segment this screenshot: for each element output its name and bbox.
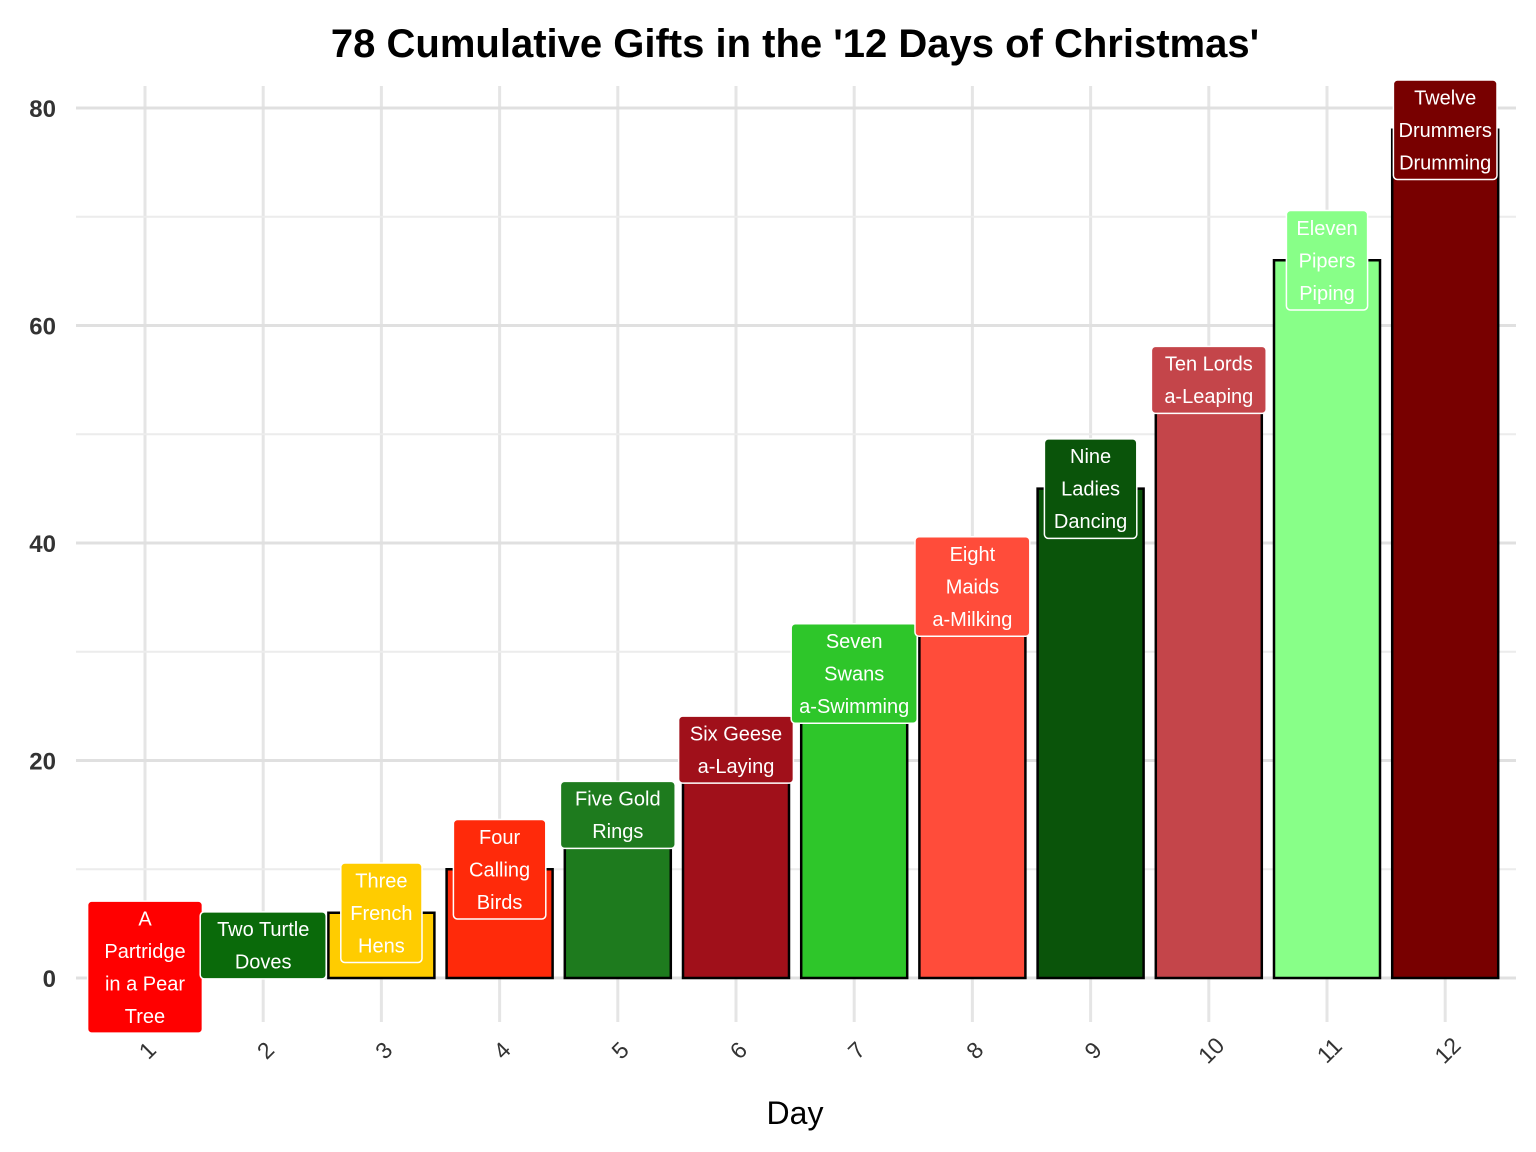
bar-label: Five Gold Rings: [559, 780, 676, 850]
y-tick-label: 60: [29, 314, 56, 341]
x-tick-label: 6: [725, 1037, 752, 1064]
bar-label-text: Drumming: [1399, 152, 1491, 174]
bar-label-text: Piping: [1299, 283, 1355, 305]
x-tick-label: 4: [488, 1036, 516, 1064]
bar-label-text: Doves: [235, 952, 292, 974]
bar-label-text: Ladies: [1061, 479, 1120, 501]
bar-label: Twelve Drummers Drumming: [1392, 79, 1498, 181]
bar-label-text: Nine: [1070, 446, 1111, 468]
bar-label-text: Dancing: [1054, 511, 1127, 533]
bar: [1272, 259, 1382, 980]
bar-label-text: Maids: [946, 577, 999, 599]
bar-label-text: A: [138, 908, 152, 930]
bar-label-text: French: [350, 903, 412, 925]
bar: [681, 748, 791, 980]
bar-label-text: Six Geese: [690, 723, 782, 745]
bar: [918, 585, 1027, 980]
y-axis: 0 20 40 60 80: [29, 96, 56, 993]
bar-label-box: [1043, 438, 1138, 540]
bar-label: Six Geese a-Laying: [677, 715, 795, 784]
x-axis: 1 2 3 4 5 6 7 8 9 10 11 12: [134, 1032, 1466, 1068]
bar-label-text: Partridge: [104, 941, 185, 963]
bar-label-text: a-Milking: [932, 609, 1012, 631]
bar-label: Ten Lords a-Leaping: [1150, 345, 1267, 415]
x-tick-label: 3: [370, 1037, 397, 1064]
bar-label-text: Five Gold: [575, 789, 661, 811]
bar-label-text: Pipers: [1299, 250, 1356, 272]
bar-label-text: Seven: [826, 631, 883, 653]
bar-label: Eleven Pipers Piping: [1285, 209, 1369, 311]
bar-label-text: Swans: [824, 664, 884, 686]
bar-label-text: Rings: [592, 821, 643, 843]
bar-label-box: [1392, 79, 1498, 181]
x-tick-label: 7: [843, 1037, 870, 1064]
bar-label-box: [199, 911, 327, 980]
bar-label: Nine Ladies Dancing: [1043, 438, 1138, 540]
bar-label-text: Hens: [358, 935, 405, 957]
bar-label-box: [1285, 209, 1369, 311]
x-tick-label: 9: [1079, 1037, 1106, 1064]
bar-label: Two Turtle Doves: [199, 911, 327, 980]
x-tick-label: 12: [1429, 1032, 1465, 1068]
bar-label-box: [452, 818, 547, 920]
bar-label-box: [559, 780, 676, 850]
bar-labels: A Partridge in a Pear Tree Two Turtle Doves Th…: [86, 79, 1498, 1034]
bar-label-text: Three: [355, 870, 407, 892]
y-tick-label: 80: [29, 96, 56, 123]
x-tick-label: 1: [134, 1037, 161, 1064]
bar: [1390, 128, 1500, 980]
bar-label-text: Calling: [469, 859, 530, 881]
bar-label-text: Two Turtle: [217, 919, 309, 941]
bar-label-box: [914, 536, 1031, 637]
bar-label-text: in a Pear: [105, 973, 185, 995]
x-tick-label: 5: [606, 1037, 633, 1064]
bar-label-text: Four: [479, 827, 520, 849]
bar-label: Seven Swans a-Swimming: [790, 623, 918, 724]
bar-label-text: a-Laying: [698, 756, 775, 778]
bar-label-text: Birds: [477, 892, 523, 914]
bar: [799, 672, 909, 980]
bar-label-text: Ten Lords: [1165, 354, 1253, 376]
bar: [1154, 378, 1264, 980]
bar-label-text: Tree: [125, 1006, 165, 1028]
bar-label-box: [340, 862, 423, 964]
bar-label-text: Twelve: [1414, 87, 1476, 109]
x-tick-label: 11: [1312, 1033, 1347, 1068]
bar-label-box: [1150, 345, 1267, 415]
y-tick-label: 20: [29, 749, 56, 776]
x-axis-label: Day: [767, 1095, 824, 1131]
y-tick-label: 0: [43, 966, 56, 993]
bar-label-text: Eleven: [1296, 218, 1357, 240]
bar-label: A Partridge in a Pear Tree: [86, 900, 204, 1034]
chart-title: 78 Cumulative Gifts in the '12 Days of C…: [331, 22, 1259, 66]
bar-label: Four Calling Birds: [452, 818, 547, 920]
bar-label-box: [790, 623, 918, 724]
bar-label-box: [677, 715, 795, 784]
x-tick-label: 2: [252, 1037, 279, 1064]
bar-label: Three French Hens: [340, 862, 423, 964]
bar-label-text: a-Leaping: [1164, 386, 1253, 408]
bar-label-text: Drummers: [1399, 120, 1492, 142]
bar: [1036, 487, 1145, 980]
x-tick-label: 10: [1193, 1032, 1229, 1068]
bar-label: Eight Maids a-Milking: [914, 536, 1031, 637]
bar-label-text: a-Swimming: [799, 696, 909, 718]
x-tick-label: 8: [961, 1037, 988, 1064]
y-tick-label: 40: [29, 531, 56, 558]
bar-label-text: Eight: [950, 544, 996, 566]
